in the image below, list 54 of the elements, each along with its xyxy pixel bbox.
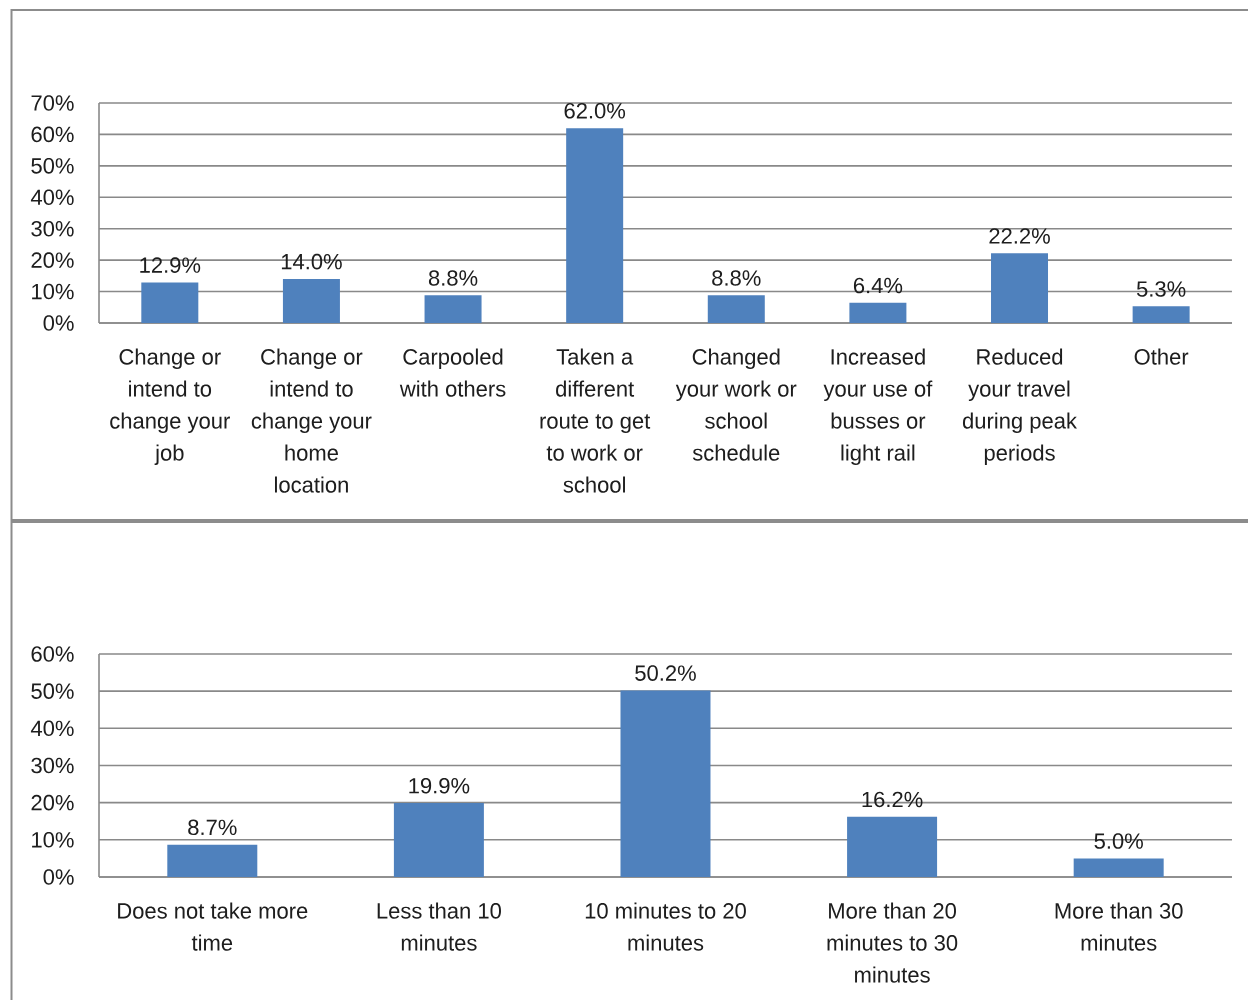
bar bbox=[620, 690, 711, 877]
bar bbox=[424, 295, 482, 323]
data-label: 5.0% bbox=[1094, 833, 1143, 849]
y-tick-label: 60% bbox=[31, 646, 74, 662]
y-tick-label: 50% bbox=[31, 683, 74, 699]
y-tick-label: 10% bbox=[32, 283, 74, 300]
x-tick-label: 10 minutes to 20 minutes bbox=[585, 902, 746, 951]
y-tick-label: 20% bbox=[31, 252, 74, 268]
y-tick-label: 20% bbox=[31, 794, 74, 811]
bar bbox=[566, 128, 624, 323]
bar bbox=[847, 816, 938, 877]
y-tick-label: 40% bbox=[30, 189, 74, 206]
y-tick-label: 60% bbox=[31, 126, 74, 143]
data-label: 22.2% bbox=[989, 228, 1050, 244]
data-label: 50.2% bbox=[635, 665, 696, 681]
data-label: 6.4% bbox=[853, 277, 903, 294]
x-tick-label: Reduced your travel during peak periods bbox=[962, 348, 1077, 466]
bar bbox=[849, 302, 907, 323]
data-label: 12.9% bbox=[140, 257, 201, 273]
y-tick-label: 40% bbox=[30, 720, 74, 737]
bar bbox=[991, 253, 1049, 323]
bar bbox=[393, 803, 484, 877]
data-label: 62.0% bbox=[564, 103, 626, 119]
bar bbox=[141, 282, 199, 323]
y-tick-label: 70% bbox=[31, 95, 74, 111]
x-tick-label: Less than 10 minutes bbox=[377, 902, 501, 951]
y-tick-label: 30% bbox=[31, 220, 74, 237]
bar bbox=[1132, 306, 1190, 323]
data-label: 8.8% bbox=[712, 270, 761, 286]
data-label: 8.8% bbox=[428, 270, 478, 286]
x-tick-label: Taken a different route to get to work or school bbox=[540, 348, 651, 493]
data-label: 14.0% bbox=[281, 253, 342, 270]
y-tick-label: 0% bbox=[43, 315, 74, 331]
y-tick-label: 30% bbox=[31, 757, 74, 774]
x-tick-label: More than 30 minutes bbox=[1055, 902, 1183, 951]
x-tick-label: Change or intend to change your home location bbox=[251, 348, 372, 493]
data-label: 5.3% bbox=[1136, 281, 1186, 297]
y-tick-label: 0% bbox=[43, 869, 74, 885]
x-tick-label: Increased your use of busses or light rail bbox=[823, 348, 933, 466]
x-tick-label: More than 20 minutes to 30 minutes bbox=[827, 902, 958, 983]
bar bbox=[1073, 858, 1164, 877]
x-tick-label: Other bbox=[1134, 348, 1189, 365]
bar bbox=[167, 844, 258, 877]
data-label: 16.2% bbox=[862, 791, 923, 808]
bar bbox=[707, 295, 765, 323]
y-tick-label: 10% bbox=[32, 832, 74, 848]
x-tick-label: Changed your work or school schedule bbox=[675, 348, 797, 461]
y-tick-label: 50% bbox=[31, 158, 74, 174]
x-tick-label: Carpooled with others bbox=[399, 348, 506, 397]
x-tick-label: Does not take more time bbox=[118, 902, 308, 951]
data-label: 19.9% bbox=[409, 777, 470, 794]
data-label: 8.7% bbox=[188, 819, 237, 836]
x-tick-label: Change or intend to change your job bbox=[110, 348, 230, 466]
bar bbox=[282, 278, 340, 323]
